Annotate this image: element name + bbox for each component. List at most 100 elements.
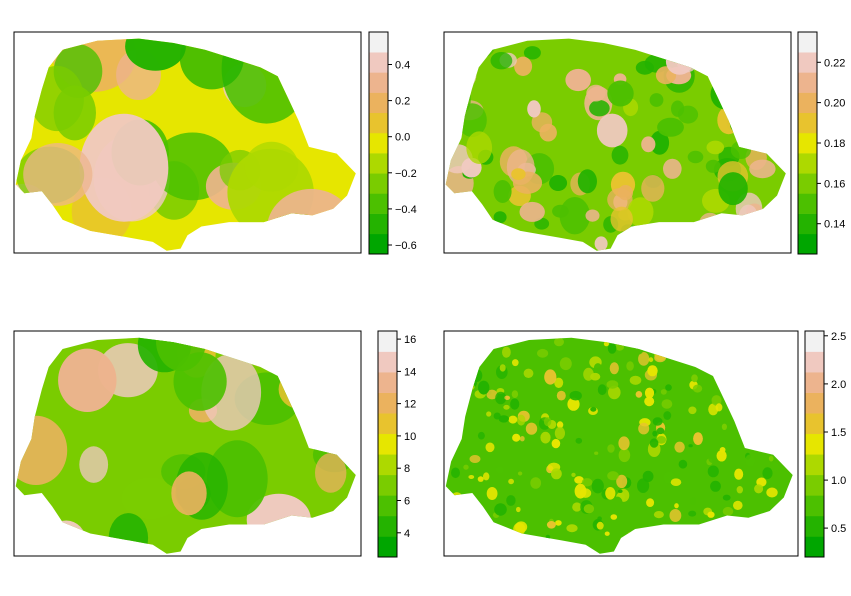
heatmap-blob (610, 514, 618, 520)
heatmap-blob (611, 145, 629, 165)
heatmap-blob (663, 411, 672, 420)
heatmap-blob (703, 220, 732, 249)
heatmap-blob (445, 195, 467, 226)
heatmap-blob (457, 361, 466, 370)
legend-swatch (798, 153, 817, 174)
heatmap-blob (749, 376, 761, 388)
legend-swatch (378, 474, 397, 496)
heatmap-blob (521, 535, 527, 542)
legend-swatch (369, 153, 388, 174)
heatmap-blob (770, 97, 786, 124)
legend-swatch (805, 495, 824, 517)
heatmap-blob (23, 143, 93, 206)
heatmap-blob (761, 393, 773, 407)
heatmap-blob (676, 49, 698, 73)
heatmap-blob (644, 396, 655, 407)
heatmap-blob (710, 480, 721, 492)
heatmap-blob (483, 472, 490, 481)
heatmap-blob (729, 115, 745, 133)
heatmap-blob (502, 541, 515, 553)
heatmap-blob (508, 415, 518, 424)
heatmap-blob (656, 427, 665, 435)
heatmap-blob (641, 175, 665, 202)
heatmap-blob (594, 451, 599, 455)
heatmap-blob (242, 337, 281, 368)
heatmap-blob (523, 46, 541, 60)
heatmap-blob (546, 521, 556, 529)
heatmap-blob (317, 512, 356, 554)
heatmap-blob (693, 432, 703, 445)
heatmap-blob (466, 383, 475, 391)
heatmap-blob (485, 442, 495, 453)
heatmap-blob (760, 377, 770, 385)
heatmap-blob (618, 436, 630, 451)
heatmap-blob (682, 539, 693, 553)
heatmap-blob (760, 78, 781, 94)
legend-frame (804, 330, 825, 558)
heatmap-blob (554, 337, 564, 347)
legend-tick-label: 8 (404, 463, 410, 475)
heatmap-blob (516, 506, 521, 513)
legend-swatch (378, 413, 397, 435)
heatmap-blob (455, 496, 461, 502)
legend-swatch (378, 536, 397, 558)
heatmap-blob (743, 546, 748, 551)
heatmap-blob (711, 395, 722, 406)
heatmap-blob (315, 453, 347, 493)
heatmap-blob (627, 197, 654, 227)
legend-swatch (805, 372, 824, 393)
heatmap-blob (449, 393, 461, 406)
heatmap-blob (607, 80, 634, 107)
heatmap-blob (79, 446, 109, 483)
heatmap-blob (466, 131, 493, 164)
legend-swatch (369, 92, 388, 114)
heatmap-blob (79, 113, 169, 222)
legend-swatch (798, 112, 817, 134)
heatmap-blob (677, 105, 699, 124)
heatmap-blob (15, 205, 72, 251)
heatmap-blob (737, 404, 747, 412)
legend-swatch (805, 433, 824, 455)
heatmap-blob (705, 59, 734, 83)
heatmap-blob (654, 353, 666, 363)
heatmap-blob (688, 444, 693, 448)
legend-swatch (378, 372, 397, 393)
heatmap-blob (608, 385, 621, 400)
heatmap-blob (472, 541, 485, 554)
heatmap-blob (577, 169, 598, 194)
heatmap-blob (782, 512, 791, 522)
heatmap-blob (605, 487, 616, 500)
heatmap-blob (609, 362, 619, 375)
heatmap-blob (674, 441, 685, 453)
legend-tick-label: 0.18 (824, 138, 845, 150)
heatmap-blob (688, 510, 697, 517)
heatmap-blob (171, 471, 207, 516)
heatmap-blob (610, 206, 633, 232)
heatmap-blob (601, 412, 608, 419)
heatmap-blob (486, 487, 498, 500)
heatmap-blob (532, 236, 557, 251)
heatmap-blob (635, 544, 645, 554)
heatmap-blob (495, 466, 504, 474)
legend-tick-label: 0.0 (395, 132, 410, 144)
legend-swatch (805, 515, 824, 537)
heatmap-blob (708, 347, 717, 357)
heatmap-blob (738, 204, 758, 228)
legend-tick-label: 1.0 (831, 475, 846, 487)
heatmap-blob (627, 531, 635, 538)
heatmap-blob (757, 360, 767, 372)
heatmap-blob (657, 117, 684, 137)
legend-swatch (369, 213, 388, 235)
legend-swatch (805, 413, 824, 435)
heatmap-blob (727, 373, 738, 385)
heatmap-blob (539, 123, 557, 142)
heatmap-blob (58, 348, 117, 412)
heatmap-blob (551, 438, 561, 449)
heatmap-blob (514, 56, 533, 76)
legend-swatch (369, 112, 388, 134)
heatmap-blob (762, 421, 773, 434)
heatmap-blob (266, 188, 356, 251)
heatmap-blob (456, 516, 464, 522)
heatmap-blob (541, 506, 549, 516)
heatmap-blob (244, 141, 299, 192)
